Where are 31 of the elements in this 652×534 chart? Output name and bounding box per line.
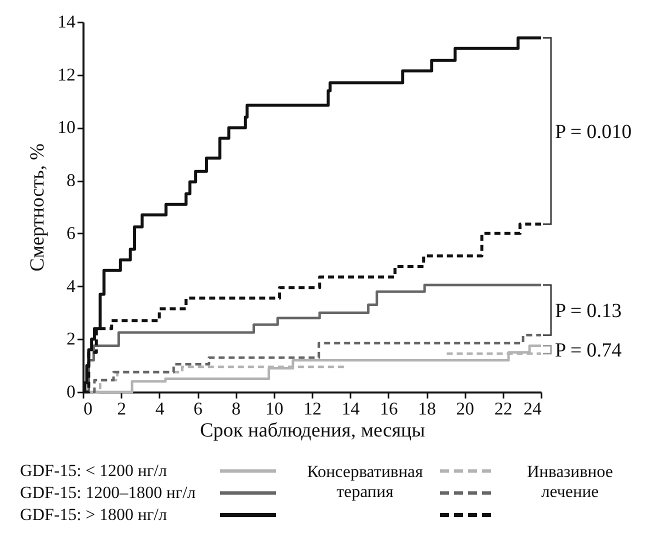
x-tick-label: 24 <box>524 398 542 418</box>
text: Инвазивное лечение <box>526 462 614 502</box>
x-tick-label: 12 <box>304 398 322 418</box>
y-tick-label: 12 <box>58 64 76 84</box>
y-tick-label: 8 <box>66 170 76 190</box>
y-tick-label: 14 <box>58 12 76 32</box>
y-tick-label: 10 <box>58 117 76 138</box>
y-axis-title: Смертность, % <box>26 144 48 272</box>
text: GDF-15: > 1800 нг/л <box>20 505 168 525</box>
x-tick-label: 6 <box>194 398 202 418</box>
y-tick-label: 6 <box>66 222 76 243</box>
text: GDF-15: 1200–1800 нг/л <box>20 483 197 503</box>
text: P = 0.74 <box>555 340 622 362</box>
x-tick-label: 2 <box>117 398 126 418</box>
x-tick-label: 8 <box>232 398 241 418</box>
text: Консервативная терапия <box>306 462 424 502</box>
x-tick-label: 22 <box>494 398 512 418</box>
y-tick-label: 0 <box>66 382 76 402</box>
x-tick-label: 0 <box>84 398 92 418</box>
x-tick-label: 20 <box>456 398 474 418</box>
x-tick-label: 4 <box>155 398 164 418</box>
x-tick-label: 14 <box>342 398 360 418</box>
y-tick-label: 4 <box>66 276 76 296</box>
x-tick-label: 16 <box>380 398 398 418</box>
text: P = 0.13 <box>555 300 622 322</box>
x-tick-label: 18 <box>418 398 436 418</box>
y-tick-label: 2 <box>66 328 76 349</box>
x-axis-title: Срок наблюдения, месяцы <box>200 420 426 442</box>
text: GDF-15: < 1200 нг/л <box>20 461 168 481</box>
x-tick-label: 10 <box>265 398 284 418</box>
text: P = 0.010 <box>555 121 632 144</box>
